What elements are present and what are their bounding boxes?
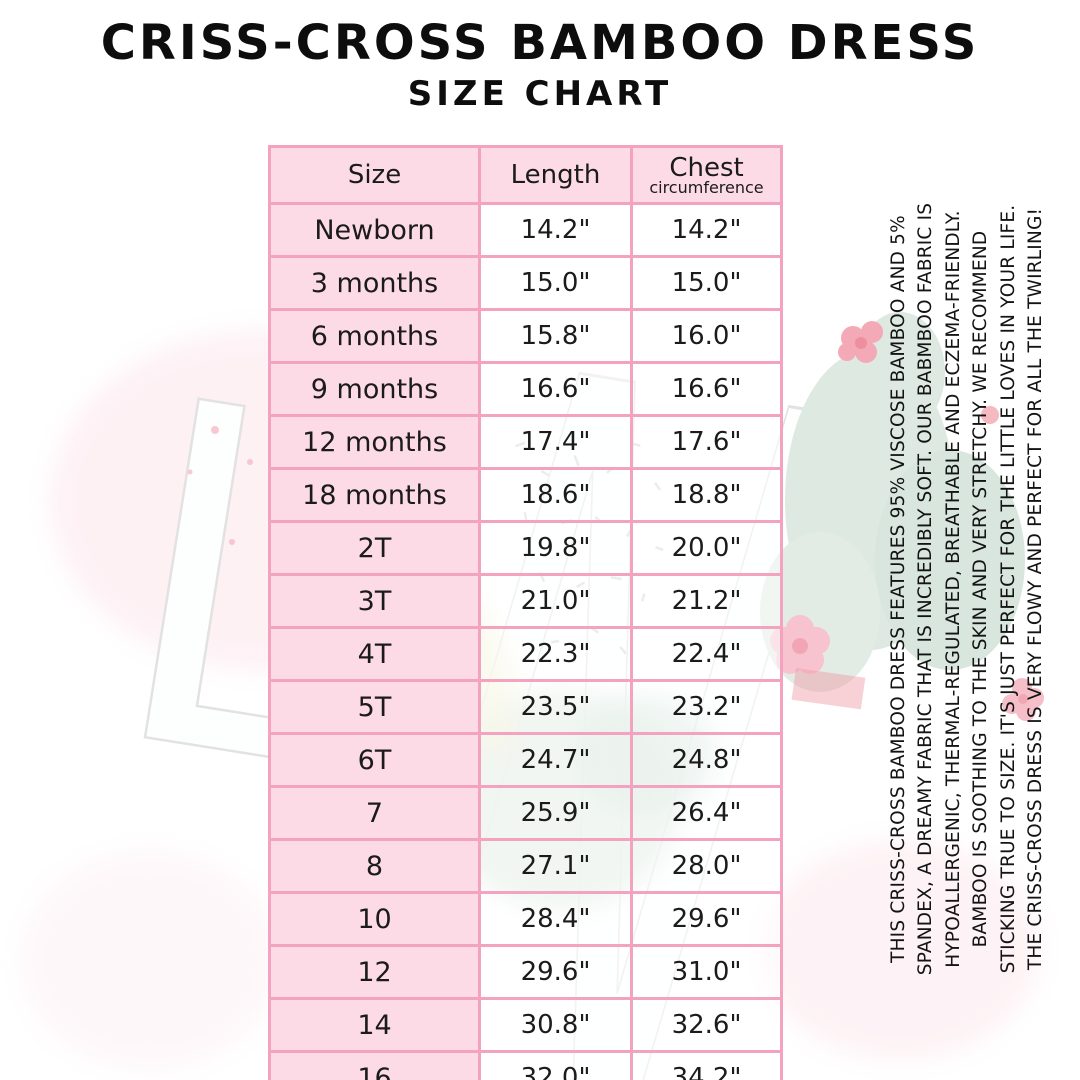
table-row: 2T 19.8" 20.0" (268, 520, 783, 576)
header: CRISS-CROSS BAMBOO DRESS SIZE CHART (0, 14, 1080, 114)
table-row: 3 months 15.0" 15.0" (268, 255, 783, 311)
size-column-header: Size (268, 145, 481, 205)
table-header-row: Size Length Chest circumference (268, 145, 783, 205)
length-cell: 21.0" (478, 573, 633, 629)
size-cell: 7 (268, 785, 481, 841)
length-cell: 24.7" (478, 732, 633, 788)
chest-cell: 32.6" (630, 997, 783, 1053)
length-cell: 25.9" (478, 785, 633, 841)
table-row: 6 months 15.8" 16.0" (268, 308, 783, 364)
size-cell: 16 (268, 1050, 481, 1080)
side-note: THIS CRISS-CROSS BAMBOO DRESS FEATURES 9… (884, 110, 1050, 1068)
chest-cell: 14.2" (630, 202, 783, 258)
table-row: 14 30.8" 32.6" (268, 997, 783, 1053)
length-cell: 29.6" (478, 944, 633, 1000)
table-row: 12 months 17.4" 17.6" (268, 414, 783, 470)
table-row: 12 29.6" 31.0" (268, 944, 783, 1000)
size-cell: 18 months (268, 467, 481, 523)
chest-cell: 21.2" (630, 573, 783, 629)
size-table-body: Newborn 14.2" 14.2" 3 months 15.0" 15.0"… (268, 202, 783, 1080)
table-row: 10 28.4" 29.6" (268, 891, 783, 947)
chest-cell: 20.0" (630, 520, 783, 576)
table-row: 16 32.0" 34.2" (268, 1050, 783, 1080)
table-row: 7 25.9" 26.4" (268, 785, 783, 841)
page-title: CRISS-CROSS BAMBOO DRESS (100, 15, 980, 71)
pink-wash-watermark (760, 840, 1040, 1060)
chest-cell: 18.8" (630, 467, 783, 523)
table-row: 5T 23.5" 23.2" (268, 679, 783, 735)
chest-cell: 31.0" (630, 944, 783, 1000)
side-note-line: SPANDEX, A DREAMY FABRIC THAT IS INCREDI… (915, 202, 936, 976)
pink-wash-watermark (20, 850, 280, 1070)
size-cell: 8 (268, 838, 481, 894)
table-row: 9 months 16.6" 16.6" (268, 361, 783, 417)
size-cell: 14 (268, 997, 481, 1053)
chest-cell: 16.6" (630, 361, 783, 417)
chest-cell: 15.0" (630, 255, 783, 311)
size-cell: 6 months (268, 308, 481, 364)
length-cell: 28.4" (478, 891, 633, 947)
size-cell: 3 months (268, 255, 481, 311)
side-note-line: THE CRISS-CROSS DRESS IS VERY FLOWY AND … (1025, 207, 1046, 971)
length-cell: 27.1" (478, 838, 633, 894)
side-note-line: HYPOALLERGENIC, THERMAL-REGULATED, BREAT… (942, 210, 964, 968)
length-cell: 14.2" (478, 202, 633, 258)
side-note-container: THIS CRISS-CROSS BAMBOO DRESS FEATURES 9… (884, 110, 1050, 1068)
length-cell: 30.8" (478, 997, 633, 1053)
chest-cell: 34.2" (630, 1050, 783, 1080)
chest-header-main: Chest (669, 153, 744, 183)
size-cell: 5T (268, 679, 481, 735)
length-cell: 16.6" (478, 361, 633, 417)
chest-cell: 16.0" (630, 308, 783, 364)
length-cell: 17.4" (478, 414, 633, 470)
size-cell: 9 months (268, 361, 481, 417)
table-row: 4T 22.3" 22.4" (268, 626, 783, 682)
flower-watermark (838, 321, 883, 363)
flower-watermark (1002, 678, 1044, 721)
chest-cell: 26.4" (630, 785, 783, 841)
size-cell: 12 (268, 944, 481, 1000)
chest-column-header: Chest circumference (630, 145, 783, 205)
chest-cell: 24.8" (630, 732, 783, 788)
size-cell: 2T (268, 520, 481, 576)
chest-cell: 17.6" (630, 414, 783, 470)
size-cell: 4T (268, 626, 481, 682)
length-cell: 22.3" (478, 626, 633, 682)
table-row: 6T 24.7" 24.8" (268, 732, 783, 788)
size-cell: 6T (268, 732, 481, 788)
size-chart-table: Size Length Chest circumference Newborn … (268, 145, 783, 1080)
table-row: 18 months 18.6" 18.8" (268, 467, 783, 523)
table-row: 3T 21.0" 21.2" (268, 573, 783, 629)
side-note-line: THIS CRISS-CROSS BAMBOO DRESS FEATURES 9… (887, 215, 909, 963)
size-cell: Newborn (268, 202, 481, 258)
chest-cell: 23.2" (630, 679, 783, 735)
length-cell: 15.8" (478, 308, 633, 364)
length-cell: 32.0" (478, 1050, 633, 1080)
table-row: Newborn 14.2" 14.2" (268, 202, 783, 258)
chest-cell: 22.4" (630, 626, 783, 682)
chest-header-sub: circumference (649, 178, 764, 197)
size-cell: 3T (268, 573, 481, 629)
length-cell: 15.0" (478, 255, 633, 311)
length-cell: 23.5" (478, 679, 633, 735)
length-cell: 19.8" (478, 520, 633, 576)
side-note-line: STICKING TRUE TO SIZE. IT'S JUST PERFECT… (997, 204, 1019, 974)
length-column-header: Length (478, 145, 633, 205)
size-chart-table-container: Size Length Chest circumference Newborn … (268, 145, 783, 1080)
side-note-line: BAMBOO IS SOOTHING TO THE SKIN AND VERY … (970, 230, 991, 948)
table-row: 8 27.1" 28.0" (268, 838, 783, 894)
size-cell: 10 (268, 891, 481, 947)
length-cell: 18.6" (478, 467, 633, 523)
chest-cell: 29.6" (630, 891, 783, 947)
size-cell: 12 months (268, 414, 481, 470)
page-subtitle: SIZE CHART (407, 74, 673, 114)
chest-cell: 28.0" (630, 838, 783, 894)
